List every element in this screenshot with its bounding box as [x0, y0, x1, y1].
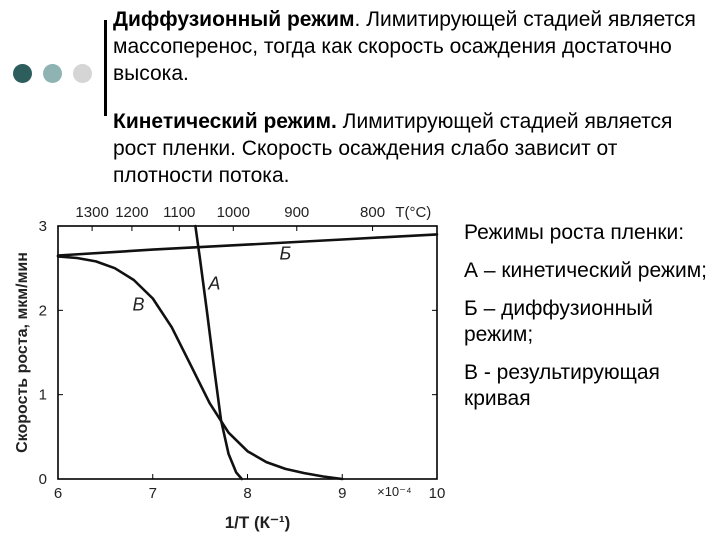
series-line-А: [194, 224, 244, 481]
bullet-dot-dark: [13, 64, 32, 83]
top-tick-label: 1000: [217, 204, 250, 221]
x-tick-label: 9: [338, 485, 346, 502]
curve-label: Б: [280, 244, 292, 264]
paragraph-heading: Диффузионный режим: [113, 8, 355, 31]
bullet-dot-light: [73, 64, 92, 83]
y-tick-label: 1: [39, 387, 47, 404]
bullet-dots-icon: [13, 64, 93, 84]
legend-notes: Режимы роста пленки: А – кинетический ре…: [464, 220, 714, 424]
paragraph-heading: Кинетический режим.: [113, 110, 337, 133]
paragraph-diffusion-mode: Диффузионный режим. Лимитирующей стадией…: [113, 6, 703, 87]
top-axis-label: T(°C): [395, 204, 431, 221]
y-tick-label: 2: [39, 302, 47, 319]
top-tick-label: 1300: [75, 204, 108, 221]
top-tick-label: 1200: [115, 204, 148, 221]
top-tick-label: 900: [284, 204, 309, 221]
y-axis-label: Скорость роста, мкм/мин: [14, 252, 31, 453]
plot-frame: [57, 225, 438, 480]
y-tick-label: 0: [39, 471, 47, 488]
paragraph-kinetic-mode: Кинетический режим. Лимитирующей стадией…: [113, 108, 703, 189]
note-mode-v: В - результирующая кривая: [464, 361, 660, 410]
top-tick-label: 1100: [163, 204, 195, 221]
note-mode-b: Б – диффузионный режим;: [464, 297, 653, 346]
x-tick-label: 7: [149, 485, 157, 502]
paragraph-text: Лимитирующей стадией является рост пленк…: [113, 110, 673, 187]
curve-label: А: [207, 273, 220, 293]
x-tick-label: 8: [243, 485, 251, 502]
x-axis-label: 1/T (К⁻¹): [225, 513, 291, 532]
x-tick-label: 10: [429, 485, 446, 502]
series-line-В: [56, 255, 344, 481]
top-tick-label: 800: [360, 204, 385, 221]
note-title: Режимы роста пленки:: [464, 221, 685, 244]
paragraph-text: . Лимитирующей стадией является массопер…: [113, 8, 696, 85]
y-tick-label: 3: [39, 218, 47, 235]
vertical-bar: [104, 20, 107, 116]
x-multiplier-label: ×10⁻⁴: [377, 484, 412, 499]
x-tick-label: 6: [54, 485, 62, 502]
series-line-Б: [56, 233, 439, 257]
growth-rate-chart: 6 7 8 9 10 ×10⁻⁴ 1/T (К⁻¹) 0 1 2 3 Скорость роста, …: [14, 204, 446, 532]
note-mode-a: А – кинетический режим;: [464, 259, 707, 282]
curve-label: В: [133, 294, 145, 314]
bullet-dot-mid: [43, 64, 62, 83]
